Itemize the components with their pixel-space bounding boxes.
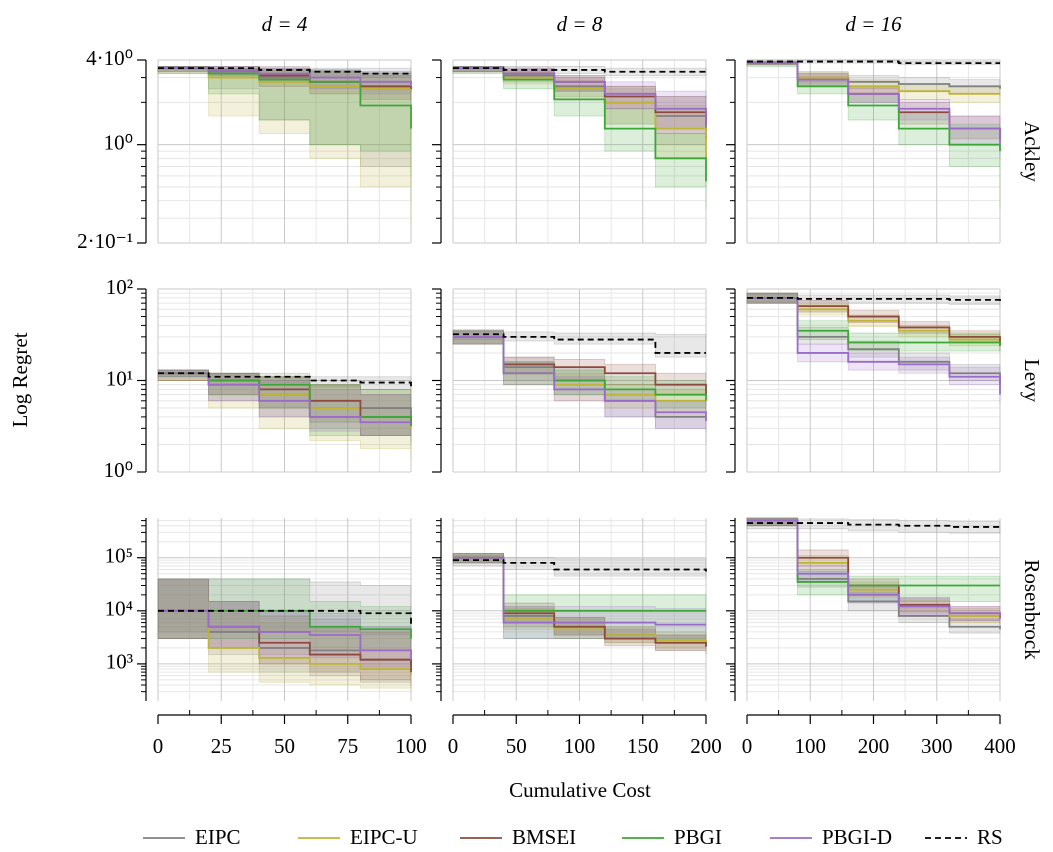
series-line — [158, 67, 412, 129]
series-line — [453, 333, 706, 354]
legend-label: EIPC — [195, 825, 241, 849]
x-tick-label: 200 — [690, 734, 722, 758]
error-band — [157, 578, 412, 689]
row-title: Levy — [1020, 359, 1044, 403]
x-tick-label: 200 — [858, 734, 890, 758]
x-tick-label: 75 — [337, 734, 358, 758]
x-tick-label: 100 — [795, 734, 827, 758]
x-axis-label: Cumulative Cost — [509, 778, 651, 802]
series-line — [158, 609, 412, 674]
legend-label: RS — [977, 825, 1003, 849]
x-tick-label: 50 — [274, 734, 295, 758]
x-tick-label: 300 — [921, 734, 953, 758]
x-tick-label: 0 — [153, 734, 164, 758]
y-tick-label: 2·10⁻¹ — [77, 229, 133, 253]
y-tick-label: 10² — [106, 275, 133, 299]
error-band — [157, 369, 412, 459]
y-tick-label: 10³ — [106, 650, 133, 674]
y-tick-label: 4·10⁰ — [86, 46, 133, 70]
series-line — [453, 67, 706, 73]
series-line — [453, 556, 706, 626]
error-band — [746, 61, 1001, 97]
series-line — [747, 522, 1001, 528]
row-title: Ackley — [1020, 121, 1044, 182]
legend-label: EIPC-U — [350, 825, 418, 849]
series-line — [158, 609, 412, 639]
series-line — [747, 519, 1001, 620]
x-tick-label: 100 — [395, 734, 427, 758]
legend-label: PBGI-D — [822, 825, 892, 849]
y-tick-label: 10¹ — [106, 366, 133, 390]
x-tick-label: 400 — [984, 734, 1016, 758]
row-title: Rosenbrock — [1020, 559, 1044, 660]
column-title: d = 16 — [845, 12, 902, 36]
y-axis-label: Log Regret — [8, 332, 32, 427]
series-line — [158, 372, 411, 424]
x-tick-label: 0 — [742, 734, 753, 758]
series-line — [158, 372, 412, 387]
series-line — [747, 296, 1001, 395]
error-band — [157, 66, 412, 100]
error-band — [157, 369, 412, 441]
series-line — [747, 62, 1001, 145]
legend-label: BMSEI — [512, 825, 576, 849]
series-line — [747, 296, 1001, 304]
x-tick-label: 25 — [211, 734, 232, 758]
series-line — [158, 67, 412, 87]
series-line — [453, 67, 707, 182]
error-band — [157, 369, 412, 445]
error-band — [157, 66, 412, 201]
series-line — [158, 67, 411, 75]
y-tick-label: 10⁰ — [104, 458, 133, 482]
error-band — [157, 369, 412, 436]
series-line — [158, 609, 412, 660]
column-title: d = 8 — [557, 12, 603, 36]
column-title: d = 4 — [262, 12, 308, 36]
series-line — [747, 60, 1000, 65]
y-tick-label: 10⁰ — [104, 130, 133, 154]
y-tick-label: 10⁵ — [105, 544, 133, 568]
series-line — [453, 559, 707, 572]
x-tick-label: 0 — [448, 734, 459, 758]
x-tick-label: 50 — [506, 734, 527, 758]
y-tick-label: 10⁴ — [105, 597, 133, 621]
series-line — [453, 335, 707, 422]
legend-label: PBGI — [674, 825, 722, 849]
series-line — [453, 67, 707, 125]
x-tick-label: 100 — [564, 734, 596, 758]
error-band — [452, 555, 707, 579]
x-tick-label: 150 — [627, 734, 659, 758]
